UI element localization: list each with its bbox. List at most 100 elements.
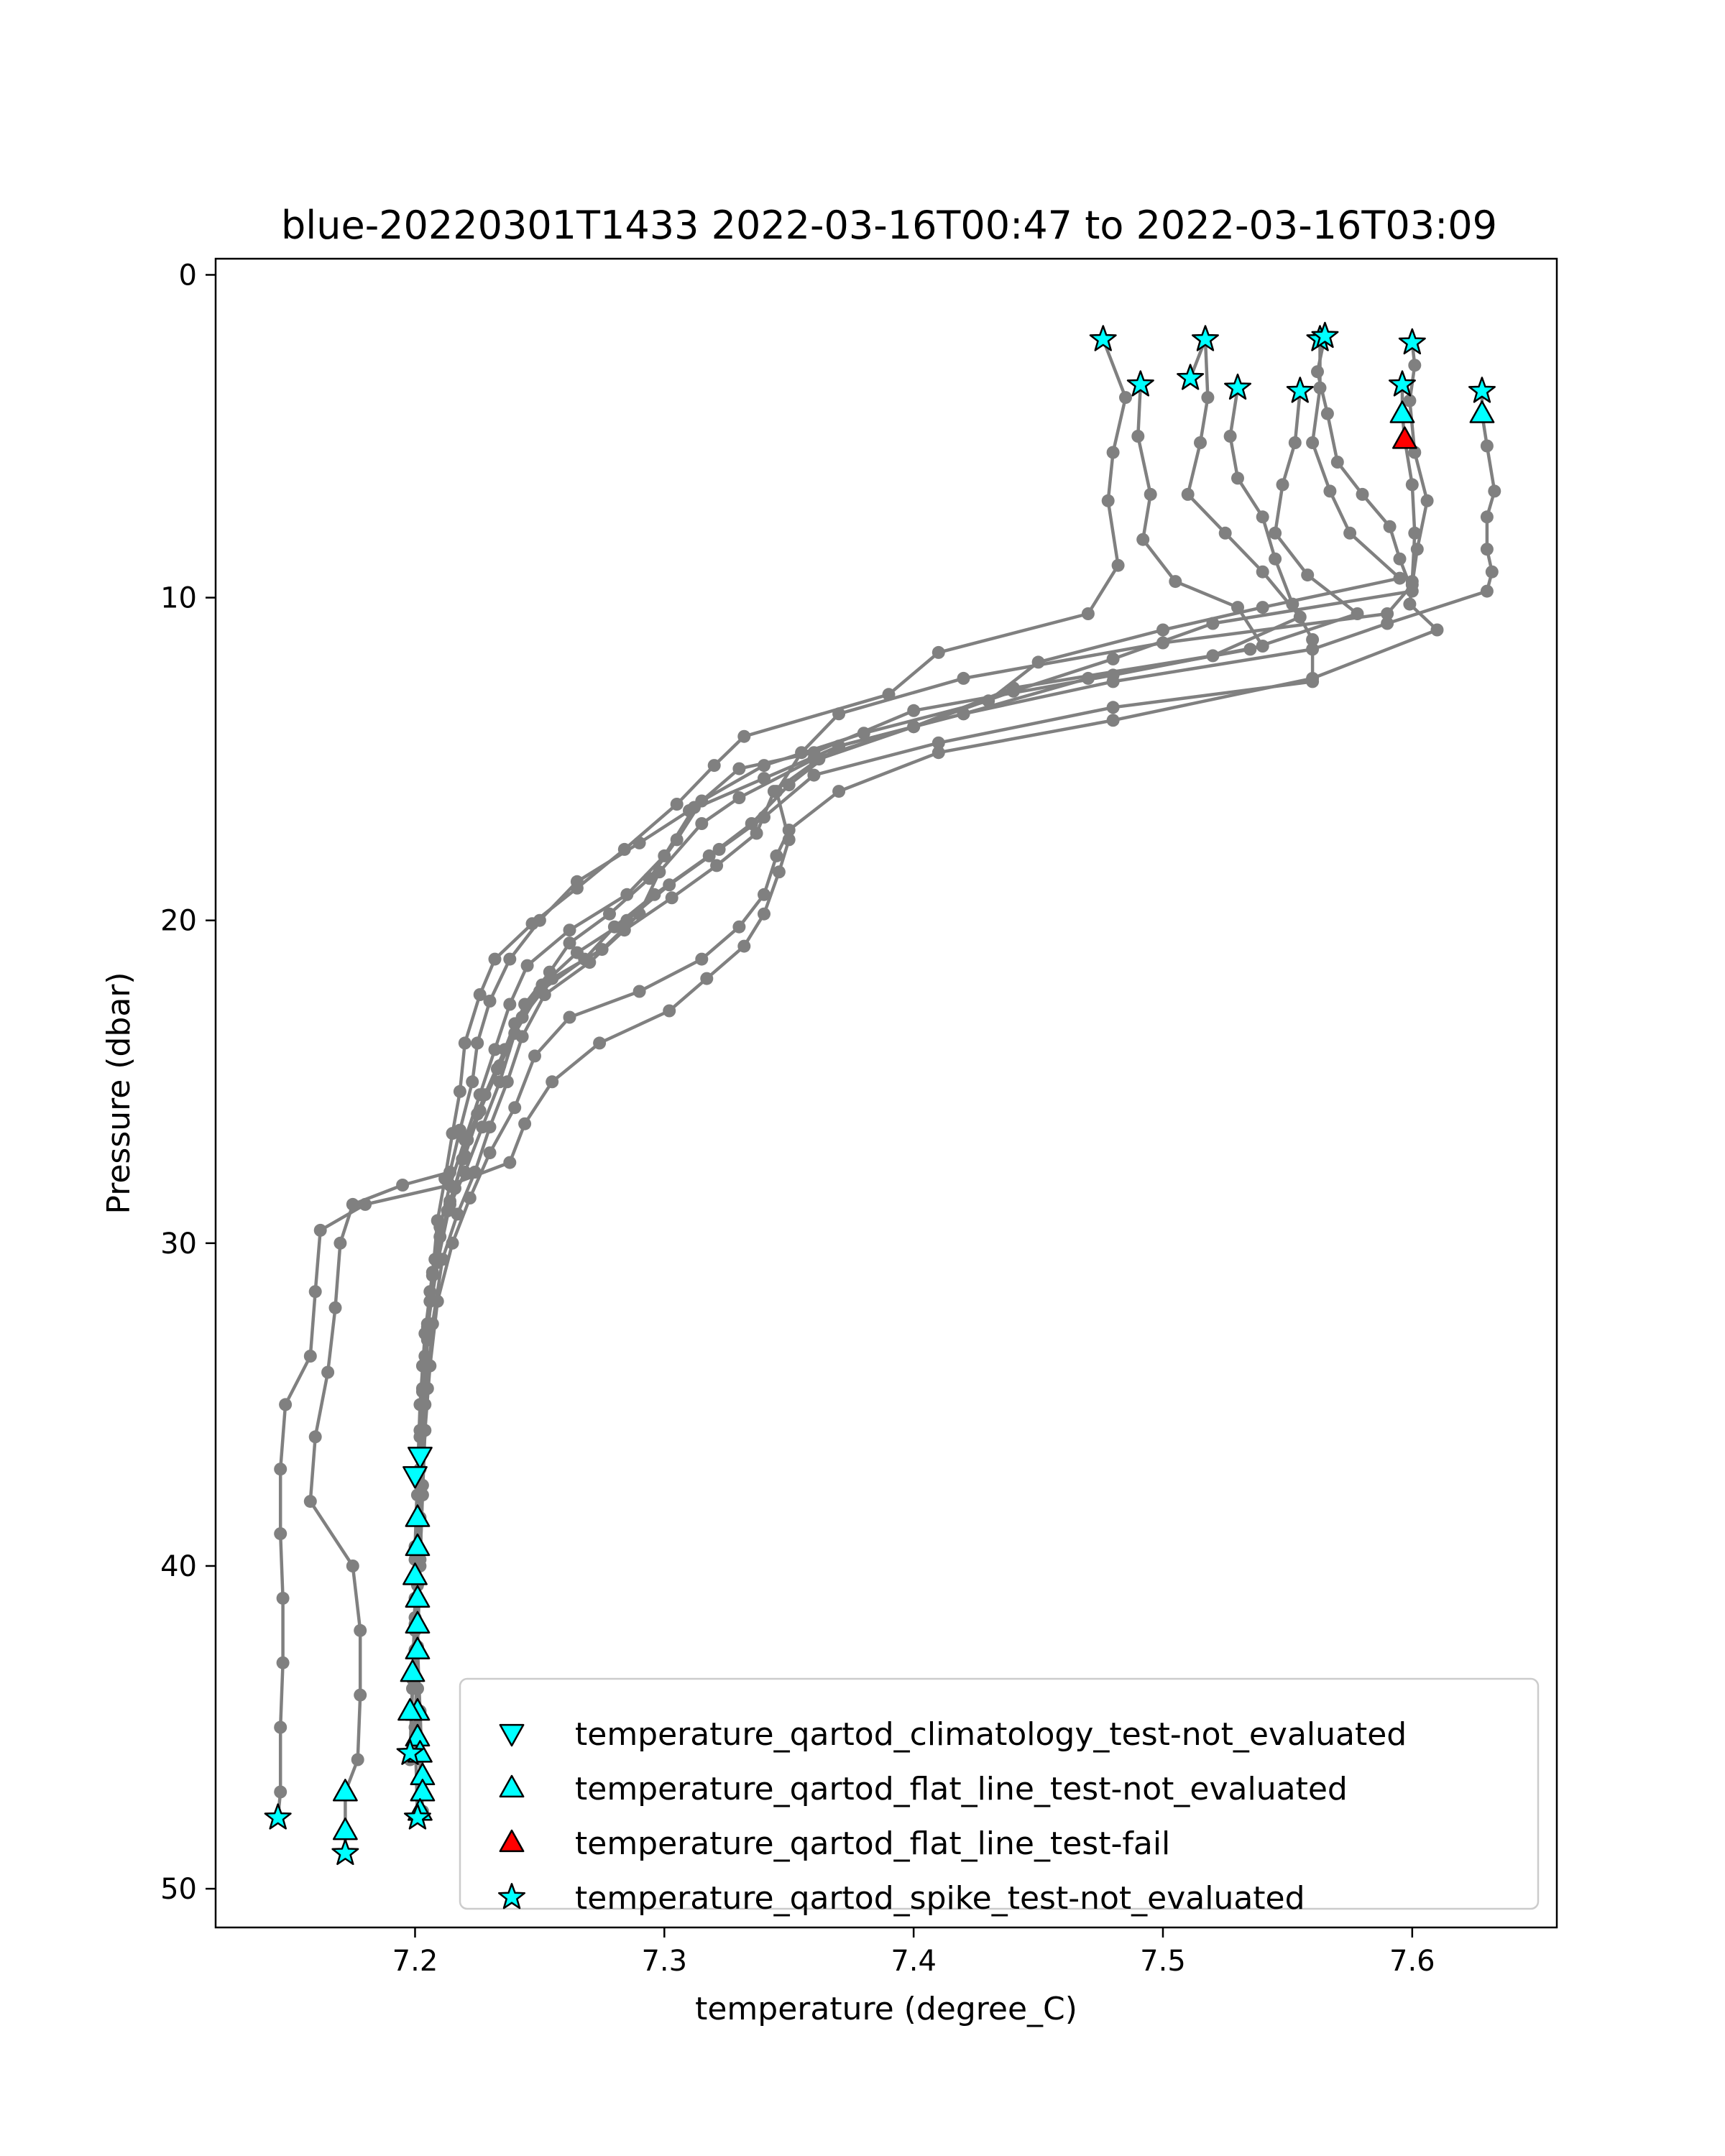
legend-marker <box>497 1883 526 1909</box>
legend-label: temperature_qartod_flat_line_test-not_ev… <box>575 1771 1348 1807</box>
profile-point <box>276 1591 290 1605</box>
x-tick-label: 7.6 <box>1389 1945 1435 1978</box>
profile-point <box>663 1004 676 1018</box>
profile-point <box>410 1682 424 1695</box>
profile-point <box>321 1365 335 1379</box>
profile-point <box>500 1075 514 1089</box>
profile-point <box>1301 568 1315 582</box>
profile-point <box>807 768 821 782</box>
spike-marker <box>396 1738 424 1765</box>
profile-point <box>758 759 770 773</box>
profile-point <box>478 1088 492 1102</box>
profile-point <box>648 888 661 901</box>
profile-point <box>1106 446 1120 459</box>
profile-point <box>1106 701 1120 714</box>
profile-point <box>1383 520 1397 533</box>
profile-point <box>607 920 621 934</box>
profile-point <box>695 817 709 830</box>
spike-marker <box>331 1838 359 1866</box>
profile-point <box>473 988 487 1001</box>
profile-point <box>518 1117 532 1130</box>
profile-point <box>1320 407 1334 420</box>
axes-frame <box>214 257 1558 1929</box>
profile-point <box>508 1101 522 1115</box>
profile-point <box>354 1623 367 1637</box>
plot-area <box>264 321 1501 1866</box>
profile-point <box>683 804 696 817</box>
y-tick-label: 10 <box>160 582 197 615</box>
profile-point <box>1169 575 1182 589</box>
profile-point <box>1256 510 1269 524</box>
profile-point <box>276 1656 290 1669</box>
profile-point <box>1081 607 1095 620</box>
profile-point <box>1201 391 1215 405</box>
profile-point <box>957 671 970 685</box>
profile-point <box>458 1036 472 1050</box>
profile-point <box>932 736 945 750</box>
profile-point <box>1405 478 1419 492</box>
profile-point <box>274 1785 288 1799</box>
profile-point <box>1410 543 1424 556</box>
profile-point <box>563 923 576 937</box>
profile-point <box>546 1075 559 1089</box>
profile-point <box>695 952 709 966</box>
profile-point <box>443 1166 456 1179</box>
profile-point <box>303 1350 317 1363</box>
profile-point <box>643 872 656 885</box>
spike-marker <box>1311 321 1339 349</box>
climatology-marker <box>402 1466 428 1489</box>
legend-frame <box>459 1677 1540 1910</box>
spike-marker <box>1089 325 1117 351</box>
profile-point <box>418 1424 432 1437</box>
profile-point <box>1306 633 1320 646</box>
profile-point <box>313 1223 327 1237</box>
profile-point <box>1206 617 1220 630</box>
x-tick-label: 7.2 <box>392 1945 438 1978</box>
profile-point <box>732 920 746 934</box>
profile-point <box>1403 597 1417 611</box>
profile-point <box>758 888 770 901</box>
flat-line-marker <box>410 1779 436 1802</box>
profile-point <box>563 936 576 950</box>
profile-point <box>488 1043 502 1056</box>
profile-point <box>274 1720 288 1734</box>
flat-line-marker <box>405 1504 431 1527</box>
profile-point <box>1156 623 1169 637</box>
profile-point <box>772 865 786 879</box>
profile-point <box>461 1133 474 1147</box>
profile-point <box>483 1146 497 1160</box>
profile-point <box>1430 623 1444 637</box>
flat-line-marker <box>332 1779 358 1802</box>
chart-title: blue-20220301T1433 2022-03-16T00:47 to 2… <box>281 203 1497 248</box>
profile-point <box>1330 456 1344 469</box>
spike-marker <box>1224 373 1252 400</box>
profile-point <box>563 1010 576 1024</box>
legend-marker <box>499 1723 525 1747</box>
y-tick-label: 30 <box>160 1227 197 1261</box>
profile-point <box>1356 487 1369 501</box>
legend-marker <box>499 1774 525 1798</box>
profile-point <box>1403 394 1417 407</box>
profile-point <box>1485 565 1499 579</box>
profile-point <box>1393 552 1407 566</box>
profile-point <box>770 785 783 798</box>
profile-point <box>433 1230 447 1243</box>
profile-point <box>446 1236 459 1250</box>
profile-point <box>1311 365 1324 379</box>
profile-point <box>1243 642 1257 656</box>
spike-marker <box>1177 364 1205 390</box>
flat-line-marker <box>405 1533 431 1557</box>
profile-point <box>670 798 684 811</box>
spike-marker <box>1126 370 1154 397</box>
profile-point <box>570 875 584 888</box>
profile-point <box>603 907 616 921</box>
flat-line-marker <box>402 1562 428 1585</box>
profile-point <box>1231 471 1244 485</box>
profile-point <box>1156 636 1169 650</box>
legend-label: temperature_qartod_spike_test-not_evalua… <box>575 1880 1305 1917</box>
profile-point <box>1106 714 1120 727</box>
flat-line-marker <box>1469 400 1495 423</box>
profile-point <box>538 988 551 1001</box>
profile-point <box>413 1553 427 1566</box>
profile-point <box>1488 484 1501 498</box>
